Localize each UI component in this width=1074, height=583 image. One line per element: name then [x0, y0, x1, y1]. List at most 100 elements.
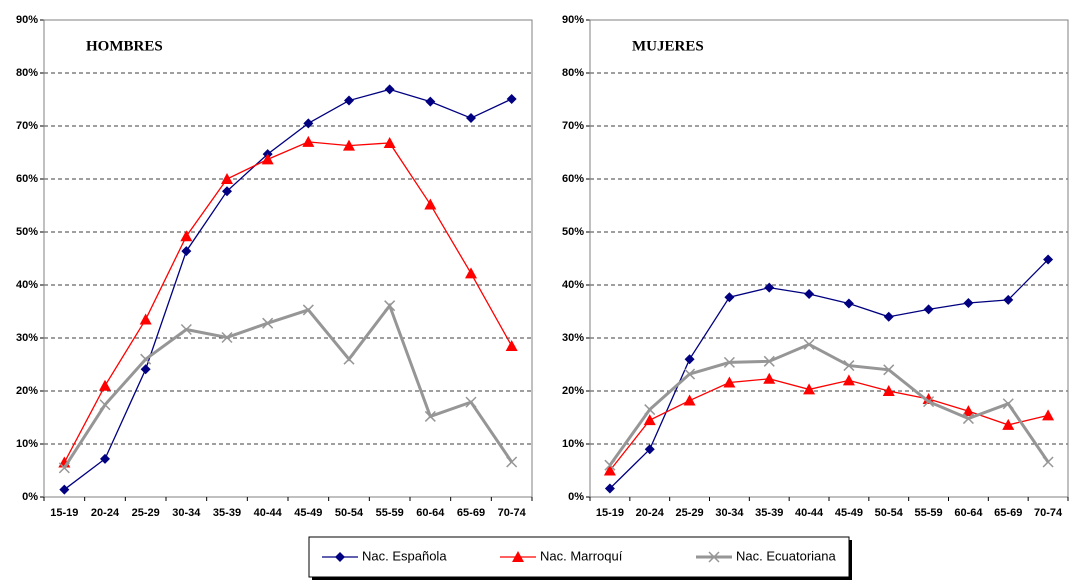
marker — [708, 551, 720, 563]
marker — [684, 354, 695, 365]
y-tick-label: 80% — [562, 67, 584, 79]
legend-label: Nac. Ecuatoriana — [736, 548, 836, 563]
marker — [180, 323, 192, 336]
marker — [180, 230, 193, 242]
marker — [843, 360, 855, 372]
marker — [644, 444, 655, 455]
series-line — [608, 342, 1050, 467]
x-tick-label: 40-44 — [254, 507, 283, 519]
y-tick-label: 60% — [562, 173, 584, 185]
marker — [506, 93, 517, 104]
marker — [424, 198, 437, 210]
y-tick-label: 90% — [562, 14, 584, 26]
series-line — [63, 88, 512, 491]
marker — [723, 376, 736, 388]
y-tick-label: 10% — [16, 438, 38, 450]
y-tick-label: 50% — [16, 226, 38, 238]
marker — [222, 186, 232, 197]
marker — [303, 118, 314, 129]
x-tick-label: 30-34 — [172, 507, 201, 519]
x-tick-label: 20-24 — [91, 507, 120, 519]
series-line — [609, 259, 1049, 489]
x-tick-label: 55-59 — [915, 507, 943, 519]
marker — [99, 399, 111, 411]
y-tick-label: 30% — [16, 332, 38, 344]
marker — [603, 464, 616, 476]
x-tick-label: 50-54 — [875, 507, 904, 519]
marker — [604, 483, 615, 494]
x-tick-label: 15-19 — [596, 507, 624, 519]
marker — [181, 246, 192, 257]
y-tick-label: 0% — [568, 491, 584, 503]
marker — [724, 292, 735, 303]
y-tick-label: 60% — [16, 173, 38, 185]
x-tick-label: 15-19 — [50, 507, 78, 519]
marker — [963, 298, 974, 309]
marker — [1042, 456, 1054, 468]
marker — [842, 374, 855, 386]
marker — [1002, 398, 1014, 410]
marker — [343, 353, 355, 365]
marker — [923, 396, 935, 408]
marker — [465, 267, 477, 279]
x-tick-label: 60-64 — [954, 507, 983, 519]
marker — [922, 392, 935, 404]
x-tick-label: 25-29 — [676, 507, 704, 519]
marker — [644, 404, 656, 416]
marker — [763, 372, 776, 384]
marker — [804, 289, 815, 300]
marker — [923, 304, 934, 315]
x-tick-label: 65-69 — [994, 507, 1022, 519]
marker — [343, 139, 355, 151]
marker — [100, 453, 110, 464]
marker — [140, 353, 152, 365]
marker — [335, 552, 345, 562]
marker — [302, 304, 314, 316]
marker — [882, 385, 895, 396]
marker — [763, 355, 775, 367]
marker — [764, 282, 775, 293]
x-tick-label: 55-59 — [376, 507, 404, 519]
y-tick-label: 70% — [16, 120, 38, 132]
marker — [384, 300, 396, 312]
plot-border — [589, 19, 1069, 498]
y-tick-label: 20% — [16, 385, 38, 397]
marker — [139, 313, 152, 325]
marker — [683, 394, 696, 406]
x-tick-label: 70-74 — [1034, 507, 1063, 519]
x-tick-label: 20-24 — [636, 507, 665, 519]
plot-border — [43, 19, 533, 498]
x-tick-label: 40-44 — [795, 507, 824, 519]
marker — [1003, 294, 1014, 305]
marker — [221, 173, 233, 184]
marker — [962, 405, 975, 417]
series-line — [609, 378, 1049, 471]
marker — [465, 396, 477, 408]
y-tick-label: 20% — [562, 385, 584, 397]
marker — [803, 383, 816, 395]
marker — [59, 484, 70, 495]
marker — [1002, 418, 1015, 430]
marker — [99, 379, 111, 391]
marker — [466, 113, 476, 124]
series-line — [63, 302, 513, 469]
y-tick-label: 70% — [562, 120, 584, 132]
panel-title: MUJERES — [632, 38, 704, 54]
marker — [1043, 254, 1054, 265]
marker — [723, 356, 735, 368]
marker — [883, 311, 894, 322]
x-tick-label: 35-39 — [213, 507, 241, 519]
marker — [383, 136, 396, 148]
legend-label: Nac. Marroquí — [540, 548, 623, 563]
y-tick-label: 10% — [562, 438, 584, 450]
panel-title: HOMBRES — [86, 38, 163, 54]
marker — [962, 413, 974, 425]
marker — [262, 317, 274, 329]
marker — [302, 135, 315, 147]
legend-label: Nac. Española — [362, 548, 447, 563]
marker — [1042, 409, 1055, 421]
x-tick-label: 35-39 — [755, 507, 783, 519]
marker — [58, 462, 70, 474]
marker — [643, 414, 656, 426]
